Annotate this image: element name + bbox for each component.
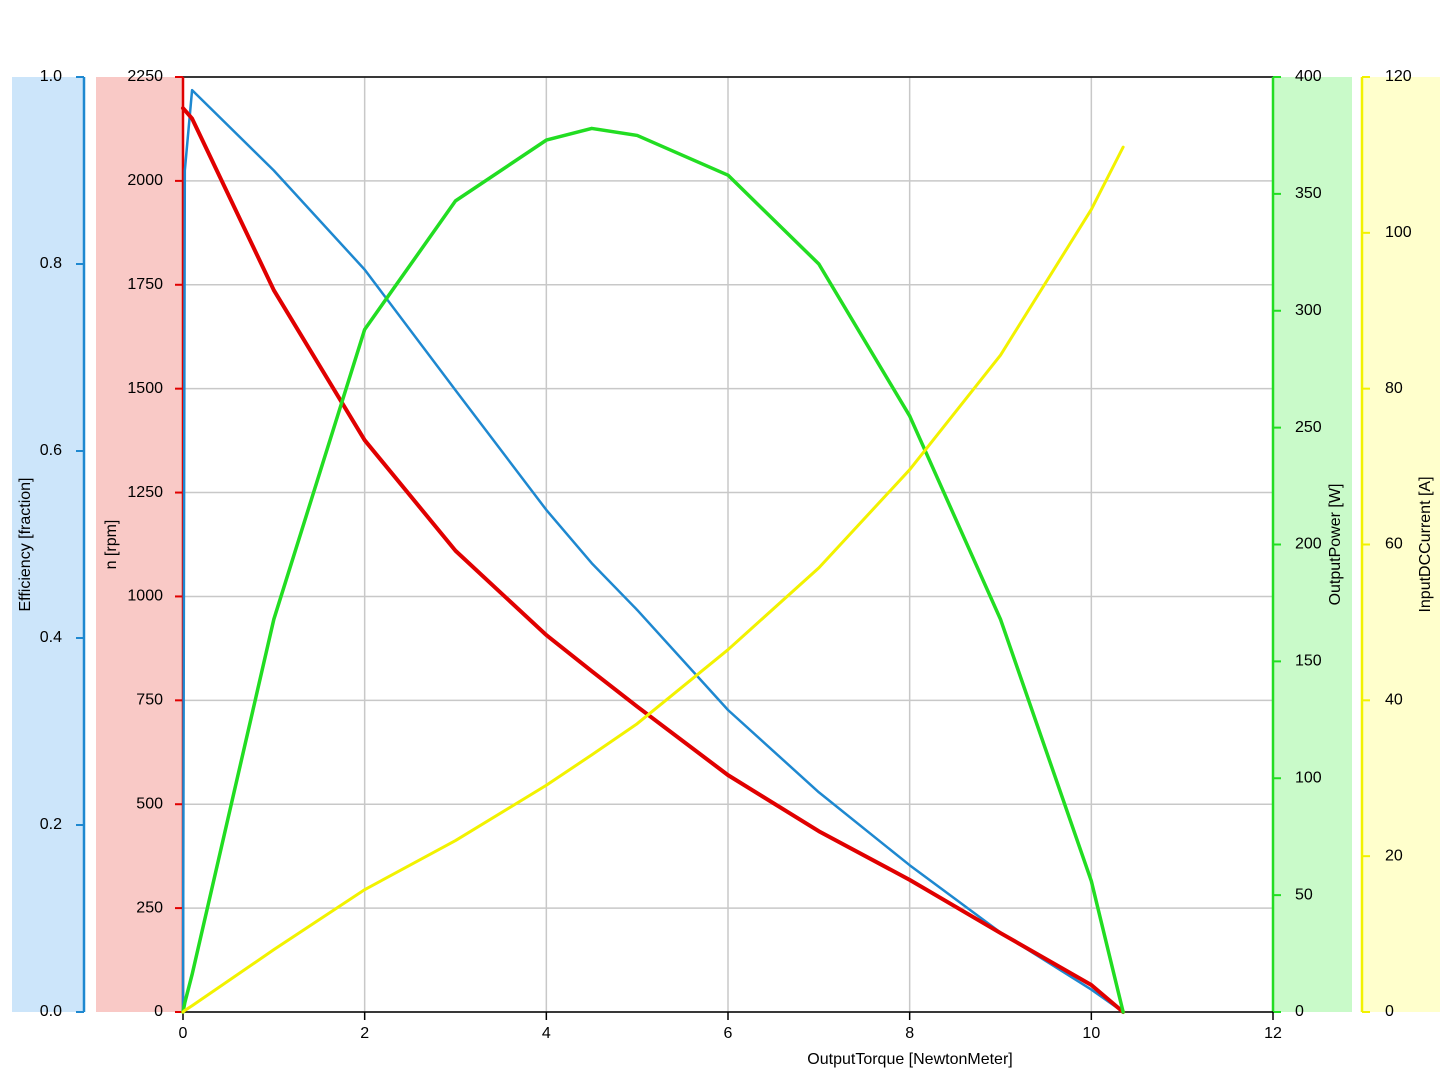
- y-tick-label: 2000: [127, 172, 163, 189]
- y-tick-label: 1250: [127, 484, 163, 501]
- y-tick-label: 200: [1295, 536, 1322, 553]
- y-tick-label: 1000: [127, 588, 163, 605]
- axis-band: [12, 77, 84, 1012]
- x-tick-label: 12: [1264, 1025, 1282, 1042]
- x-tick-label: 0: [179, 1025, 188, 1042]
- y-tick-label: 0.6: [40, 442, 62, 459]
- y-tick-label: 120: [1385, 68, 1412, 85]
- y-tick-label: 50: [1295, 886, 1313, 903]
- series-line: [181, 88, 1125, 1014]
- y-tick-label: 350: [1295, 185, 1322, 202]
- y-axis-title: OutputPower [W]: [1327, 484, 1344, 606]
- y-tick-label: 0.2: [40, 816, 62, 833]
- y-tick-label: 0.4: [40, 629, 62, 646]
- series-line: [181, 145, 1125, 1014]
- y-tick-label: 0.8: [40, 255, 62, 272]
- y-tick-label: 80: [1385, 380, 1403, 397]
- y-tick-label: 100: [1385, 224, 1412, 241]
- x-tick-label: 6: [724, 1025, 733, 1042]
- y-tick-label: 0: [1295, 1003, 1304, 1020]
- y-tick-label: 40: [1385, 692, 1403, 709]
- y-tick-label: 250: [1295, 419, 1322, 436]
- y-tick-label: 20: [1385, 847, 1403, 864]
- y-tick-label: 1500: [127, 380, 163, 397]
- y-tick-label: 500: [136, 795, 163, 812]
- y-tick-label: 100: [1295, 769, 1322, 786]
- series-line: [181, 106, 1126, 1014]
- y-axis-title: n [rpm]: [103, 520, 120, 570]
- y-tick-label: 250: [136, 899, 163, 916]
- y-axis-title: InputDCCurrent [A]: [1417, 476, 1434, 612]
- x-axis-title: OutputTorque [NewtonMeter]: [807, 1051, 1012, 1068]
- y-tick-label: 300: [1295, 302, 1322, 319]
- y-tick-label: 0: [1385, 1003, 1394, 1020]
- y-tick-label: 400: [1295, 68, 1322, 85]
- y-tick-label: 60: [1385, 536, 1403, 553]
- y-tick-label: 0.0: [40, 1003, 62, 1020]
- y-tick-label: 1750: [127, 276, 163, 293]
- y-tick-label: 150: [1295, 653, 1322, 670]
- axis-band: [1273, 77, 1352, 1012]
- y-axis-title: Efficiency [fraction]: [17, 478, 34, 612]
- x-tick-label: 10: [1082, 1025, 1100, 1042]
- x-tick-label: 8: [905, 1025, 914, 1042]
- y-tick-label: 2250: [127, 68, 163, 85]
- x-tick-label: 2: [360, 1025, 369, 1042]
- series-line: [181, 126, 1125, 1014]
- axis-band: [1362, 77, 1440, 1012]
- axis-band: [96, 77, 183, 1012]
- y-tick-label: 0: [154, 1003, 163, 1020]
- y-tick-label: 750: [136, 692, 163, 709]
- y-tick-label: 1.0: [40, 68, 62, 85]
- x-tick-label: 4: [542, 1025, 551, 1042]
